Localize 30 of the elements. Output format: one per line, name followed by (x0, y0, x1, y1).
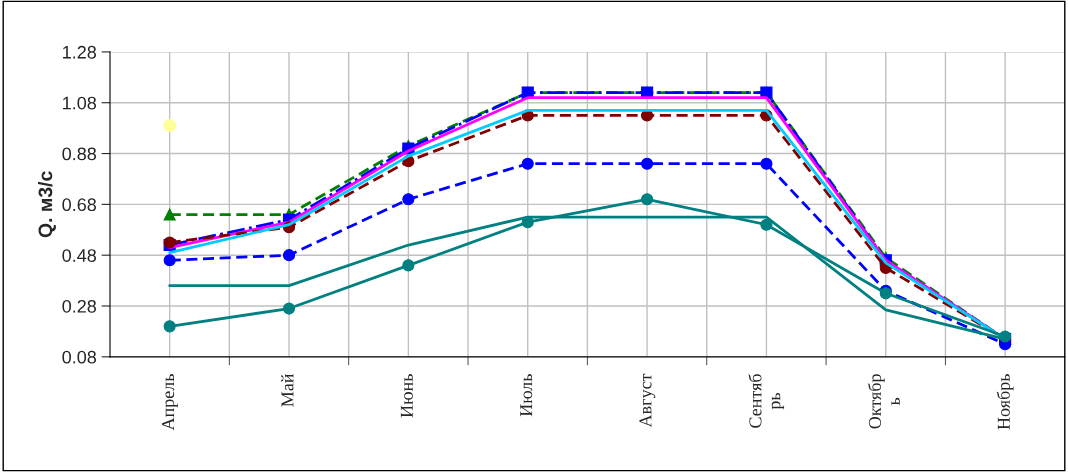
point (282, 302, 296, 315)
x-tick-label: Июнь (400, 374, 413, 418)
y-tick-label: 0.48 (62, 249, 97, 262)
point (641, 157, 654, 170)
x-tick-label: Октябр ь (867, 374, 900, 429)
y-axis-title: Q. м3/с (37, 171, 56, 238)
point (402, 193, 415, 206)
y-tick-label: 0.68 (62, 198, 97, 212)
point (521, 157, 534, 170)
x-tick-label: Август (639, 373, 656, 428)
point (521, 216, 534, 229)
x-tick-label: Май (281, 373, 294, 407)
point (402, 259, 415, 272)
y-tick-label: 0.28 (62, 299, 97, 313)
x-tick-label: Ноябрь (996, 374, 1014, 430)
y-tick-label: 0.88 (62, 147, 97, 161)
y-tick-label: 1.08 (63, 96, 97, 110)
point (282, 249, 296, 262)
x-tick-label: Апрель (162, 374, 178, 431)
point (760, 157, 773, 170)
y-tick-label: 0.08 (62, 350, 97, 364)
point (641, 193, 654, 206)
point (163, 119, 177, 133)
y-tick-label: 1.28 (63, 45, 97, 59)
point (760, 218, 773, 231)
x-tick-label: Сентяб рь (748, 374, 785, 428)
point (163, 254, 176, 267)
point (163, 208, 176, 221)
x-tick-label: Июль (520, 374, 533, 417)
point (163, 320, 176, 333)
